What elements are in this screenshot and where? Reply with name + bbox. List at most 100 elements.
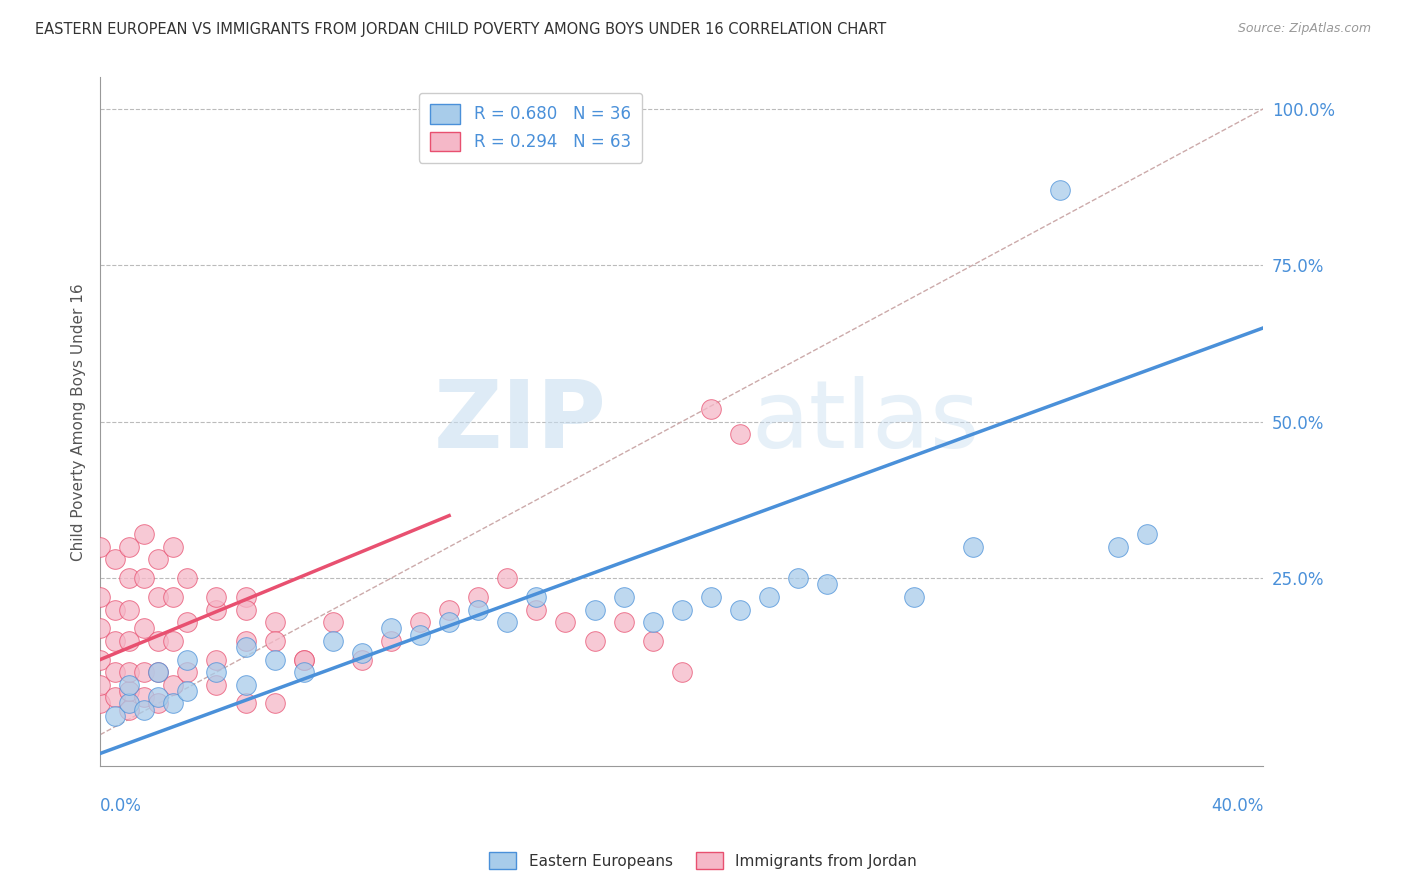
Point [176,652,198,666]
Point [104,633,127,648]
Point [380,621,402,635]
Point [758,590,780,604]
Text: EASTERN EUROPEAN VS IMMIGRANTS FROM JORDAN CHILD POVERTY AMONG BOYS UNDER 16 COR: EASTERN EUROPEAN VS IMMIGRANTS FROM JORD… [35,22,886,37]
Point [162,590,184,604]
Point [148,590,170,604]
Point [815,577,838,591]
Point [89,540,111,554]
Point [132,527,155,541]
Point [162,697,184,711]
Point [409,627,432,641]
Point [89,652,111,666]
Point [89,590,111,604]
Point [292,665,315,679]
Point [292,652,315,666]
Point [132,703,155,717]
Point [118,602,141,616]
Point [205,652,228,666]
Point [292,652,315,666]
Point [132,690,155,705]
Text: ZIP: ZIP [433,376,606,467]
Point [467,590,489,604]
Point [728,602,751,616]
Point [903,590,925,604]
Point [1049,183,1071,197]
Point [118,571,141,585]
Point [641,633,664,648]
Point [235,678,257,692]
Point [104,690,127,705]
Point [641,615,664,629]
Point [118,697,141,711]
Point [104,602,127,616]
Point [205,602,228,616]
Point [728,427,751,442]
Point [118,540,141,554]
Point [583,633,606,648]
Point [409,615,432,629]
Point [132,665,155,679]
Point [89,697,111,711]
Point [671,602,693,616]
Point [205,665,228,679]
Point [496,571,519,585]
Point [263,633,285,648]
Point [118,633,141,648]
Point [467,602,489,616]
Point [118,684,141,698]
Point [235,602,257,616]
Point [118,665,141,679]
Point [162,678,184,692]
Point [350,646,373,660]
Point [263,652,285,666]
Point [235,697,257,711]
Point [176,665,198,679]
Point [524,602,547,616]
Point [148,665,170,679]
Point [148,552,170,566]
Text: 0.0%: 0.0% [100,797,142,814]
Point [380,633,402,648]
Point [613,615,636,629]
Point [235,590,257,604]
Point [235,640,257,654]
Point [787,571,810,585]
Point [263,615,285,629]
Point [1136,527,1159,541]
Text: Source: ZipAtlas.com: Source: ZipAtlas.com [1237,22,1371,36]
Point [205,590,228,604]
Point [89,621,111,635]
Y-axis label: Child Poverty Among Boys Under 16: Child Poverty Among Boys Under 16 [72,283,86,560]
Point [162,540,184,554]
Point [148,665,170,679]
Point [962,540,984,554]
Point [437,615,460,629]
Point [162,633,184,648]
Legend: Eastern Europeans, Immigrants from Jordan: Eastern Europeans, Immigrants from Jorda… [482,846,924,875]
Point [496,615,519,629]
Point [235,633,257,648]
Point [176,684,198,698]
Point [700,402,723,417]
Point [132,571,155,585]
Point [148,697,170,711]
Point [322,615,344,629]
Point [148,633,170,648]
Point [524,590,547,604]
Point [104,709,127,723]
Legend: R = 0.680   N = 36, R = 0.294   N = 63: R = 0.680 N = 36, R = 0.294 N = 63 [419,93,643,163]
Point [132,621,155,635]
Point [613,590,636,604]
Point [554,615,576,629]
Point [104,665,127,679]
Text: 40.0%: 40.0% [1211,797,1264,814]
Point [700,590,723,604]
Point [263,697,285,711]
Point [205,678,228,692]
Point [583,602,606,616]
Point [322,633,344,648]
Point [104,552,127,566]
Text: atlas: atlas [752,376,980,467]
Point [437,602,460,616]
Point [1107,540,1129,554]
